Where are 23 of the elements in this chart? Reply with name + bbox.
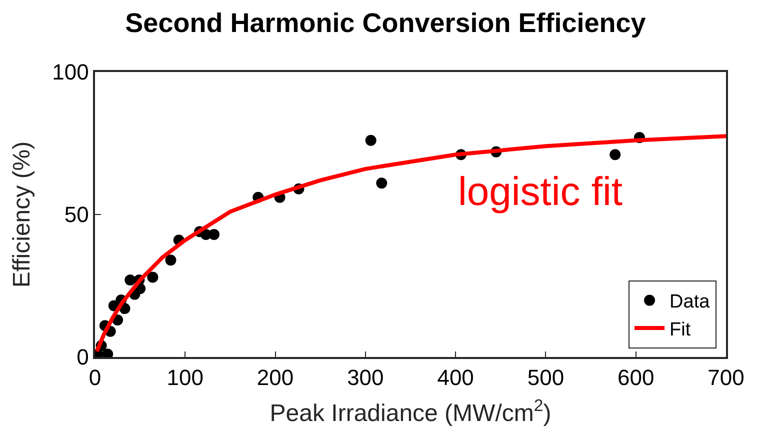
x-tick-label: 200 — [256, 365, 294, 390]
point — [124, 274, 136, 286]
chart-title: Second Harmonic Conversion Efficiency — [125, 8, 646, 38]
y-tick-label: 100 — [52, 60, 89, 85]
x-tick-label: 400 — [437, 365, 474, 390]
point — [147, 272, 158, 283]
legend-label: Data — [670, 292, 710, 313]
x-tick-label: 600 — [618, 365, 654, 390]
y-tick-label: 50 — [64, 202, 89, 228]
point — [376, 178, 388, 189]
point — [165, 254, 176, 266]
x-tick-label: 500 — [527, 365, 564, 390]
y-tick-label: 0 — [76, 344, 89, 370]
x-tick-label: 700 — [708, 365, 744, 390]
x-tick-label: 300 — [347, 365, 384, 390]
annotation: logistic fit — [458, 170, 622, 214]
point — [365, 134, 376, 146]
point — [610, 149, 621, 160]
legend-label: Fit — [670, 319, 692, 340]
y-axis-title: Efficiency (%) — [8, 141, 36, 288]
x-tick-label: 100 — [166, 365, 204, 390]
x-axis-title: Peak Irradiance (MW/cm$^{2}$) — [270, 396, 552, 427]
point — [208, 228, 220, 240]
